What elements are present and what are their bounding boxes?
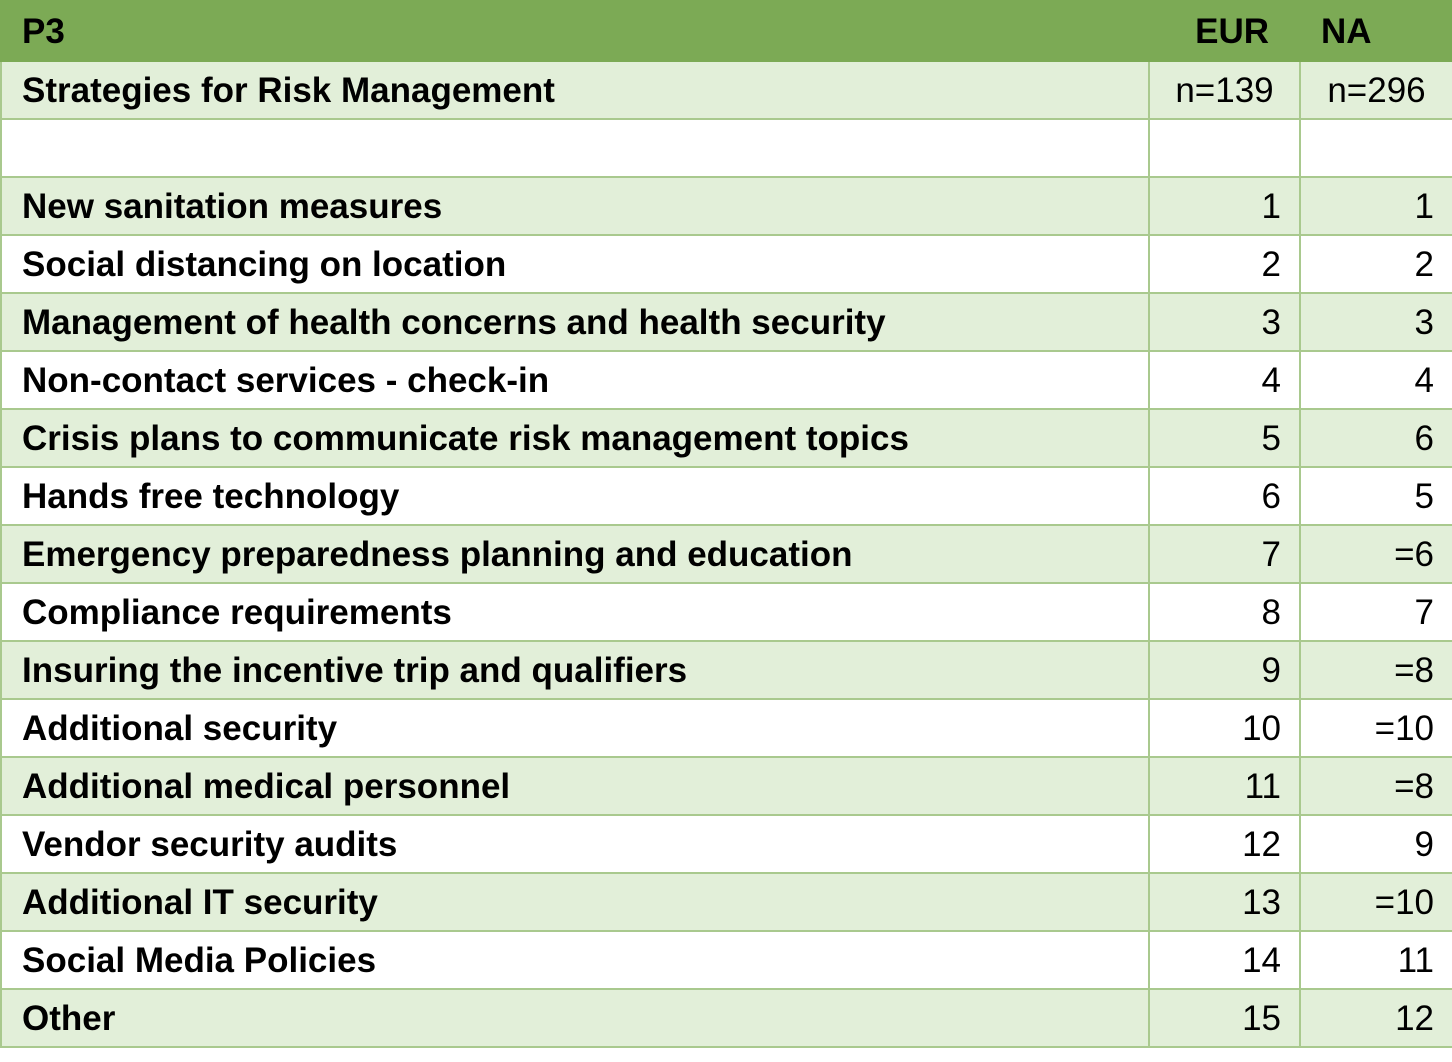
rank-na: =8 (1299, 640, 1452, 700)
table-row: Other 15 12 (0, 988, 1452, 1048)
rank-na: 6 (1299, 408, 1452, 468)
strategy-label: Vendor security audits (0, 814, 1150, 874)
table-row: Non-contact services - check-in 4 4 (0, 350, 1452, 410)
rank-eur: 2 (1148, 234, 1301, 294)
rank-eur: 12 (1148, 814, 1301, 874)
strategy-label: Hands free technology (0, 466, 1150, 526)
strategy-label: New sanitation measures (0, 176, 1150, 236)
rank-eur: 9 (1148, 640, 1301, 700)
rank-na: =10 (1299, 872, 1452, 932)
column-header-eur: EUR (1148, 0, 1301, 62)
rank-na: 11 (1299, 930, 1452, 990)
rank-na: 5 (1299, 466, 1452, 526)
rank-na: 3 (1299, 292, 1452, 352)
sample-size-row: Strategies for Risk Management n=139 n=2… (0, 60, 1452, 120)
rank-eur: 10 (1148, 698, 1301, 758)
rank-na: =6 (1299, 524, 1452, 584)
strategy-label: Insuring the incentive trip and qualifie… (0, 640, 1150, 700)
spacer-cell (1299, 118, 1452, 178)
strategy-label: Social distancing on location (0, 234, 1150, 294)
rank-na: 9 (1299, 814, 1452, 874)
strategy-label: Additional medical personnel (0, 756, 1150, 816)
rank-eur: 14 (1148, 930, 1301, 990)
table-row: Emergency preparedness planning and educ… (0, 524, 1452, 584)
strategy-label: Management of health concerns and health… (0, 292, 1150, 352)
table-row: Additional security 10 =10 (0, 698, 1452, 758)
rank-eur: 6 (1148, 466, 1301, 526)
sample-size-na: n=296 (1299, 60, 1452, 120)
strategy-label: Crisis plans to communicate risk managem… (0, 408, 1150, 468)
strategy-label: Compliance requirements (0, 582, 1150, 642)
table-row: Social Media Policies 14 11 (0, 930, 1452, 990)
table-row: New sanitation measures 1 1 (0, 176, 1452, 236)
strategy-label: Non-contact services - check-in (0, 350, 1150, 410)
rank-na: 7 (1299, 582, 1452, 642)
spacer-cell (0, 118, 1150, 178)
strategy-label: Social Media Policies (0, 930, 1150, 990)
table-row: Vendor security audits 12 9 (0, 814, 1452, 874)
rank-eur: 13 (1148, 872, 1301, 932)
table-row: Insuring the incentive trip and qualifie… (0, 640, 1452, 700)
table-row: Management of health concerns and health… (0, 292, 1452, 352)
table-row: Social distancing on location 2 2 (0, 234, 1452, 294)
rank-na: 2 (1299, 234, 1452, 294)
spacer-cell (1148, 118, 1301, 178)
rank-na: =8 (1299, 756, 1452, 816)
rank-eur: 5 (1148, 408, 1301, 468)
rank-eur: 15 (1148, 988, 1301, 1048)
rank-eur: 7 (1148, 524, 1301, 584)
rank-eur: 11 (1148, 756, 1301, 816)
rank-na: 4 (1299, 350, 1452, 410)
table-body: Strategies for Risk Management n=139 n=2… (0, 60, 1452, 1048)
table-header-row: P3 EUR NA (0, 0, 1452, 62)
table-row: Crisis plans to communicate risk managem… (0, 408, 1452, 468)
strategy-label: Emergency preparedness planning and educ… (0, 524, 1150, 584)
table-row: Hands free technology 6 5 (0, 466, 1452, 526)
table-title: P3 (0, 0, 1150, 62)
rank-eur: 8 (1148, 582, 1301, 642)
section-heading: Strategies for Risk Management (0, 60, 1150, 120)
rank-eur: 4 (1148, 350, 1301, 410)
rank-eur: 1 (1148, 176, 1301, 236)
sample-size-eur: n=139 (1148, 60, 1301, 120)
rank-eur: 3 (1148, 292, 1301, 352)
table-row: Compliance requirements 8 7 (0, 582, 1452, 642)
column-header-na: NA (1299, 0, 1452, 62)
table-row: Additional IT security 13 =10 (0, 872, 1452, 932)
spacer-row (0, 118, 1452, 178)
strategy-label: Other (0, 988, 1150, 1048)
rank-na: 1 (1299, 176, 1452, 236)
table-row: Additional medical personnel 11 =8 (0, 756, 1452, 816)
rank-na: 12 (1299, 988, 1452, 1048)
strategy-label: Additional IT security (0, 872, 1150, 932)
rank-na: =10 (1299, 698, 1452, 758)
strategy-label: Additional security (0, 698, 1150, 758)
